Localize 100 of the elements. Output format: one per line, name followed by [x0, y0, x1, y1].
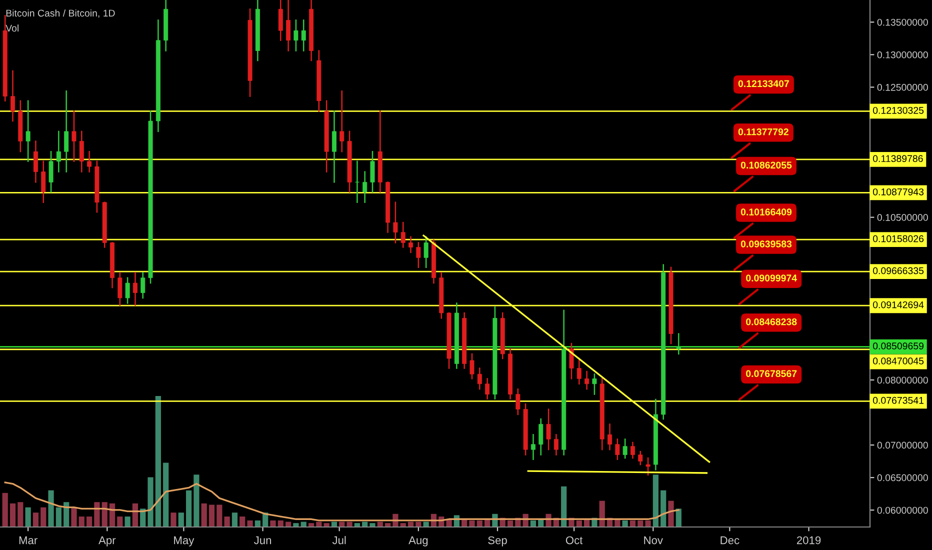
candlestick: [286, 0, 291, 52]
candlestick: [516, 388, 520, 416]
candlestick: [72, 110, 76, 162]
bar: [270, 520, 276, 527]
candlestick: [554, 434, 558, 456]
bar: [476, 520, 482, 527]
bar: [561, 486, 567, 527]
candlestick: [125, 277, 130, 304]
bar: [10, 503, 16, 527]
candlestick: [546, 408, 551, 450]
bar: [48, 490, 54, 527]
bar: [18, 502, 24, 527]
candlestick: [10, 70, 16, 122]
candlestick: [362, 171, 368, 203]
x-tick-label: Jul: [332, 536, 346, 544]
annotation: 0.11377792: [738, 128, 788, 136]
candlestick: [301, 20, 306, 52]
bar: [194, 474, 200, 527]
bar: [630, 520, 636, 527]
candlestick: [485, 378, 490, 400]
bar: [124, 516, 130, 527]
bar: [86, 516, 92, 527]
candlestick: [584, 370, 590, 390]
ref-line-label: 0.09142694: [872, 301, 924, 308]
x-tick-label: Jun: [254, 536, 272, 544]
bar: [576, 520, 582, 527]
bar: [599, 500, 605, 527]
chart-title: Vol: [6, 24, 18, 32]
bar: [232, 512, 238, 527]
candlestick: [278, 0, 283, 41]
x-tick-label: May: [174, 536, 194, 546]
candlestick: [354, 160, 360, 203]
bar: [676, 508, 682, 527]
candlestick: [530, 434, 536, 460]
bar: [370, 523, 376, 527]
bar: [652, 474, 658, 527]
bar: [170, 512, 176, 527]
candlestick: [608, 424, 612, 450]
candlestick: [569, 342, 574, 380]
y-tick-label: 0.07000000: [877, 442, 928, 449]
candlestick: [470, 353, 474, 380]
bar: [622, 520, 628, 527]
ref-line-label: 0.07673541: [872, 396, 924, 404]
bar: [71, 507, 77, 527]
bar: [78, 516, 84, 527]
bar: [530, 520, 536, 527]
candlestick: [638, 450, 643, 466]
bar: [56, 507, 62, 527]
bar: [254, 520, 260, 527]
bar: [155, 396, 161, 527]
bar: [660, 490, 666, 527]
candlestick: [370, 150, 375, 193]
bar: [163, 462, 169, 527]
bar: [148, 477, 154, 527]
ref-line-label: 0.08470045: [872, 358, 924, 364]
bar: [25, 507, 31, 527]
bar: [638, 520, 644, 527]
candlestick: [294, 20, 298, 52]
y-tick-label: 0.12500000: [877, 84, 928, 91]
candlestick: [64, 90, 69, 172]
candlestick: [592, 373, 597, 395]
annotation: 0.08468238: [746, 318, 797, 326]
y-tick-label: 0.10500000: [877, 214, 928, 221]
x-tick-label: Dec: [720, 536, 740, 544]
x-tick-label: 2019: [796, 536, 821, 544]
annotation: 0.10166409: [740, 208, 792, 216]
annotation: 0.10862055: [740, 162, 792, 169]
bar: [2, 492, 8, 527]
bar: [40, 507, 46, 527]
bar: [186, 490, 192, 527]
ref-line-label: 0.09666335: [872, 267, 924, 274]
candlestick: [332, 110, 336, 183]
ref-line-label: 0.12130325: [872, 106, 924, 114]
candlestick: [408, 236, 414, 254]
candlestick: [630, 442, 635, 459]
candlestick: [477, 368, 482, 390]
bar: [346, 522, 352, 527]
candlestick: [340, 90, 344, 152]
bar: [102, 502, 108, 527]
candlestick: [538, 418, 544, 456]
candlestick: [646, 457, 650, 476]
candlestick: [79, 130, 84, 172]
ref-line-label: 0.11389786: [872, 155, 923, 162]
bar: [32, 512, 39, 527]
bar: [201, 503, 207, 527]
candlestick: [48, 150, 54, 193]
bar: [278, 520, 284, 527]
candlestick: [26, 100, 30, 162]
bar: [507, 520, 514, 527]
y-tick-label: 0.06500000: [877, 474, 928, 482]
candlestick: [676, 333, 681, 355]
candlestick: [41, 160, 46, 203]
candlestick: [424, 236, 428, 268]
x-tick-label: Sep: [488, 536, 507, 546]
annotation: 0.12133407: [738, 80, 789, 88]
bar: [178, 512, 184, 527]
candlestick: [33, 140, 38, 183]
candlestick: [87, 150, 92, 172]
x-tick-label: Mar: [19, 536, 38, 544]
candlestick: [615, 438, 620, 460]
